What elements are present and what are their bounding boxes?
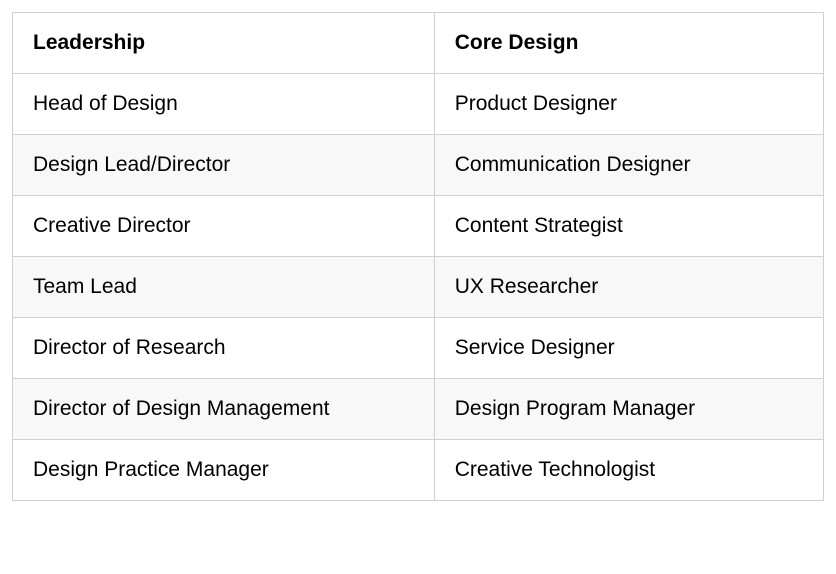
cell-core-design: Creative Technologist bbox=[434, 440, 823, 501]
cell-leadership: Design Lead/Director bbox=[13, 135, 435, 196]
cell-leadership: Head of Design bbox=[13, 74, 435, 135]
cell-core-design: Service Designer bbox=[434, 318, 823, 379]
cell-core-design: Design Program Manager bbox=[434, 379, 823, 440]
table-row: Head of Design Product Designer bbox=[13, 74, 824, 135]
column-header-leadership: Leadership bbox=[13, 13, 435, 74]
cell-core-design: UX Researcher bbox=[434, 257, 823, 318]
cell-leadership: Director of Research bbox=[13, 318, 435, 379]
table-row: Creative Director Content Strategist bbox=[13, 196, 824, 257]
cell-leadership: Director of Design Management bbox=[13, 379, 435, 440]
table-row: Team Lead UX Researcher bbox=[13, 257, 824, 318]
column-header-core-design: Core Design bbox=[434, 13, 823, 74]
cell-core-design: Content Strategist bbox=[434, 196, 823, 257]
table-row: Design Lead/Director Communication Desig… bbox=[13, 135, 824, 196]
table-row: Director of Research Service Designer bbox=[13, 318, 824, 379]
table-header-row: Leadership Core Design bbox=[13, 13, 824, 74]
cell-leadership: Creative Director bbox=[13, 196, 435, 257]
cell-core-design: Product Designer bbox=[434, 74, 823, 135]
table-row: Director of Design Management Design Pro… bbox=[13, 379, 824, 440]
roles-table: Leadership Core Design Head of Design Pr… bbox=[12, 12, 824, 501]
cell-leadership: Design Practice Manager bbox=[13, 440, 435, 501]
table-row: Design Practice Manager Creative Technol… bbox=[13, 440, 824, 501]
cell-leadership: Team Lead bbox=[13, 257, 435, 318]
cell-core-design: Communication Designer bbox=[434, 135, 823, 196]
